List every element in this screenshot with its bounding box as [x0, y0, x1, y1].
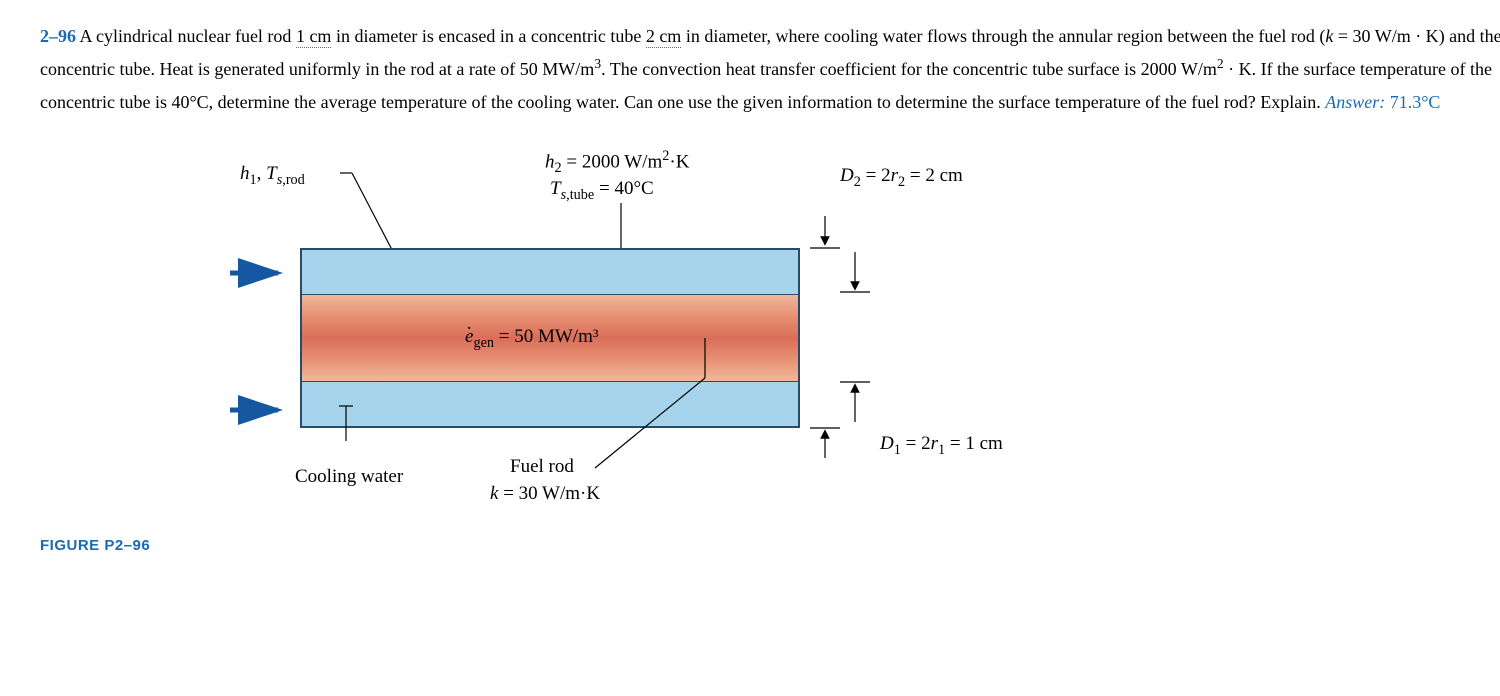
label-k: k = 30 W/m·K k = 30 W/m·K [490, 483, 600, 505]
label-h2: h2 = 2000 W/m2·K h₂ = 2000 W/m²·K [545, 148, 689, 177]
text-part: A cylindrical nuclear fuel rod [80, 26, 296, 46]
label-egen: e·gen = 50 MW/m³ [465, 326, 599, 352]
problem-statement: 2–96 A cylindrical nuclear fuel rod 1 cm… [40, 20, 1500, 118]
figure-p2-96: h1, Ts,rod h₁, Tₛ,rod h2 = 2000 W/m2·K h… [40, 138, 1140, 558]
answer-label: Answer: [1325, 92, 1385, 112]
flow-arrow-icon [230, 403, 290, 417]
label-tstube: Ts,tube = 40°C Tₛ,tube = 40°C [550, 178, 654, 204]
label-d2: D2 = 2r2 = 2 cm D₂ = 2r₂ = 2 cm [840, 165, 963, 191]
cooling-water-bottom [302, 382, 798, 426]
dim-2cm: 2 cm [646, 26, 682, 48]
text-part: . The convection heat transfer coefficie… [601, 59, 1217, 79]
label-fuel-rod: Fuel rod [510, 456, 574, 478]
cooling-water-top [302, 250, 798, 294]
label-h1-tsrod: h1, Ts,rod h₁, Tₛ,rod [240, 163, 305, 189]
exp-2: 2 [1217, 56, 1224, 71]
answer-value: 71.3°C [1390, 92, 1441, 112]
tube-diagram: e·gen = 50 MW/m³ [300, 248, 800, 428]
dim-1cm: 1 cm [296, 26, 332, 48]
label-cooling-water: Cooling water [295, 466, 403, 488]
text-part: in diameter, where cooling water flows t… [681, 26, 1325, 46]
leader-tstube [620, 203, 622, 248]
text-part: = 30 W/m · K [1333, 26, 1438, 46]
figure-caption: FIGURE P2–96 [40, 537, 150, 554]
label-d1: D1 = 2r1 = 1 cm D₁ = 2r₁ = 1 cm [880, 433, 1003, 459]
problem-number: 2–96 [40, 26, 76, 46]
text-part: in diameter is encased in a concentric t… [331, 26, 645, 46]
dimension-arrows [810, 246, 930, 446]
flow-arrow-icon [230, 266, 290, 280]
leader-fuel-rod [595, 338, 715, 473]
leader-cooling-water [345, 406, 347, 461]
